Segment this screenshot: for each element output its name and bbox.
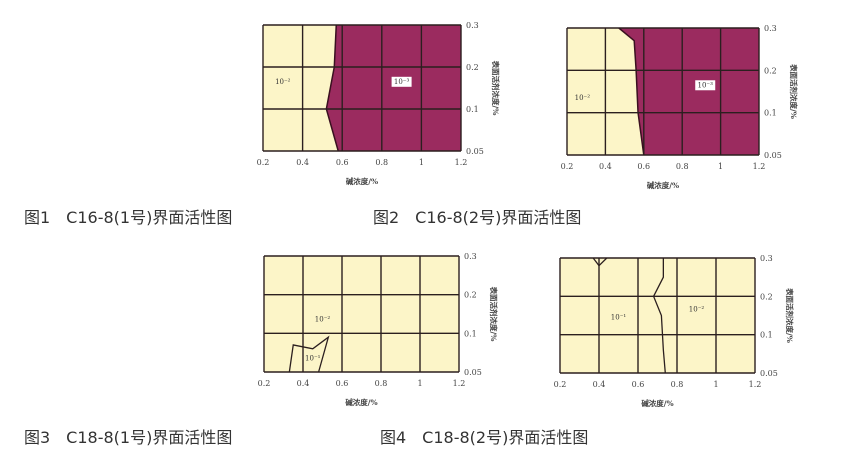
x-tick-label: 0.8	[676, 162, 689, 171]
y-tick-label: 0.1	[466, 105, 479, 114]
region-label-box	[391, 76, 412, 87]
x-tick-label: 0.4	[593, 380, 606, 389]
y-axis-title: 表面活剂浓度/%	[785, 288, 795, 343]
x-tick-label: 1	[713, 380, 718, 389]
y-tick-label: 0.2	[466, 63, 479, 72]
y-tick-label: 0.3	[760, 254, 773, 263]
y-tick-label: 0.05	[464, 368, 482, 377]
x-tick-label: 1	[417, 379, 422, 388]
caption-fig4: 图4 C18-8(2号)界面活性图	[380, 428, 589, 447]
x-tick-label: 1	[419, 158, 424, 167]
region-label: 10⁻¹	[305, 354, 321, 362]
y-tick-label: 0.05	[466, 147, 484, 156]
y-axis-title: 表面活剂浓度/%	[789, 64, 799, 119]
plot-background	[264, 256, 459, 372]
x-tick-label: 0.4	[296, 158, 309, 167]
x-axis-title: 碱浓度/%	[345, 397, 377, 407]
x-tick-label: 0.2	[257, 158, 270, 167]
x-tick-label: 0.4	[599, 162, 612, 171]
plot-background	[560, 258, 755, 373]
x-tick-label: 0.2	[554, 380, 567, 389]
chart-fig4: 0.2 0.4 0.6 0.8 1 1.2 0.3 0.2 0.1 0.05 碱浓度/% 表面活剂浓度…	[554, 254, 795, 408]
y-tick-label: 0.2	[464, 291, 477, 300]
x-tick-label: 0.8	[375, 158, 388, 167]
chart-fig2: 0.2 0.4 0.6 0.8 1 1.2 0.3 0.2 0.1 0.05 碱浓度/% 表面活剂浓度…	[561, 24, 799, 190]
region-label: 10⁻²	[275, 78, 291, 86]
region-label: 10⁻¹	[611, 313, 627, 321]
high-region	[326, 25, 461, 151]
y-tick-label: 0.2	[764, 66, 777, 75]
region-label: 10⁻²	[689, 306, 705, 314]
x-tick-label: 1.2	[453, 379, 466, 388]
y-axis-title: 表面活剂浓度/%	[491, 61, 501, 116]
contour-line	[652, 258, 666, 374]
x-tick-label: 1	[718, 162, 723, 171]
contour-boundary	[325, 24, 339, 152]
y-tick-label: 0.3	[464, 252, 477, 261]
caption-fig1: 图1 C16-8(1号)界面活性图	[24, 208, 233, 227]
y-tick-label: 0.1	[764, 109, 777, 118]
x-axis-title: 碱浓度/%	[647, 180, 679, 190]
contour-line	[288, 335, 330, 373]
x-tick-label: 0.6	[336, 379, 349, 388]
x-tick-label: 0.6	[632, 380, 645, 389]
y-axis-title: 表面活剂浓度/%	[489, 287, 499, 342]
caption-fig2: 图2 C16-8(2号)界面活性图	[373, 208, 582, 227]
x-axis-title: 碱浓度/%	[641, 398, 673, 408]
x-tick-label: 0.4	[297, 379, 310, 388]
chart-fig3: 0.2 0.4 0.6 0.8 1 1.2 0.3 0.2 0.1 0.05 碱浓度/% 表面活剂浓度…	[258, 252, 499, 407]
region-label: 10⁻³	[394, 78, 410, 86]
region-label: 10⁻²	[575, 94, 591, 102]
chart-fig1: 0.2 0.4 0.6 0.8 1 1.2 0.3 0.2 0.1 0.05 碱浓度/% 表面活剂浓度…	[257, 21, 501, 186]
y-tick-label: 0.05	[760, 369, 778, 378]
caption-fig3: 图3 C18-8(1号)界面活性图	[24, 428, 233, 447]
high-region	[618, 28, 759, 155]
y-tick-label: 0.1	[760, 331, 773, 340]
x-tick-label: 1.2	[753, 162, 766, 171]
region-label-box	[695, 80, 716, 91]
y-tick-label: 0.3	[466, 21, 479, 30]
x-tick-label: 1.2	[455, 158, 468, 167]
x-tick-label: 0.8	[375, 379, 388, 388]
region-label: 10⁻³	[698, 81, 714, 89]
x-tick-label: 0.2	[561, 162, 574, 171]
x-tick-label: 0.6	[637, 162, 650, 171]
y-tick-label: 0.05	[764, 151, 782, 160]
region-label: 10⁻²	[315, 316, 331, 324]
y-tick-label: 0.2	[760, 292, 773, 301]
x-tick-label: 0.2	[258, 379, 271, 388]
x-tick-label: 1.2	[749, 380, 762, 389]
y-tick-label: 0.1	[464, 329, 477, 338]
y-tick-label: 0.3	[764, 24, 777, 33]
x-axis-title: 碱浓度/%	[346, 176, 378, 186]
x-tick-label: 0.8	[671, 380, 684, 389]
x-tick-label: 0.6	[336, 158, 349, 167]
